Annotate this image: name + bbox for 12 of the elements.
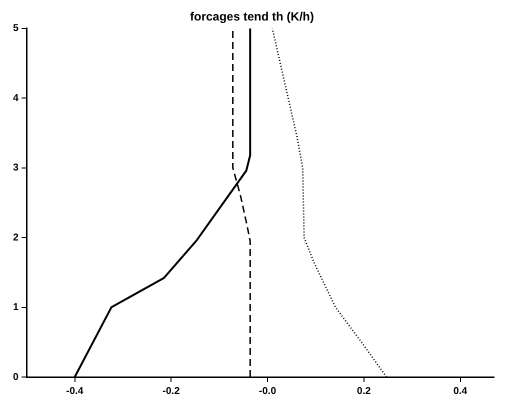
y-tick-label: 1 <box>13 302 19 314</box>
y-tick-label: 3 <box>13 162 19 174</box>
y-tick-label: 0 <box>13 372 19 383</box>
y-tick-label: 4 <box>13 92 19 104</box>
y-tick-label: 5 <box>13 23 19 34</box>
x-tick-label: -0.0 <box>258 386 277 397</box>
x-tick-label: -0.4 <box>66 386 84 397</box>
chart-title: forcages tend th (K/h) <box>190 10 314 24</box>
x-tick-label: -0.2 <box>162 386 180 397</box>
x-tick-label: 0.4 <box>453 386 468 397</box>
y-tick-label: 2 <box>13 232 19 244</box>
x-tick-label: 0.2 <box>356 386 372 397</box>
